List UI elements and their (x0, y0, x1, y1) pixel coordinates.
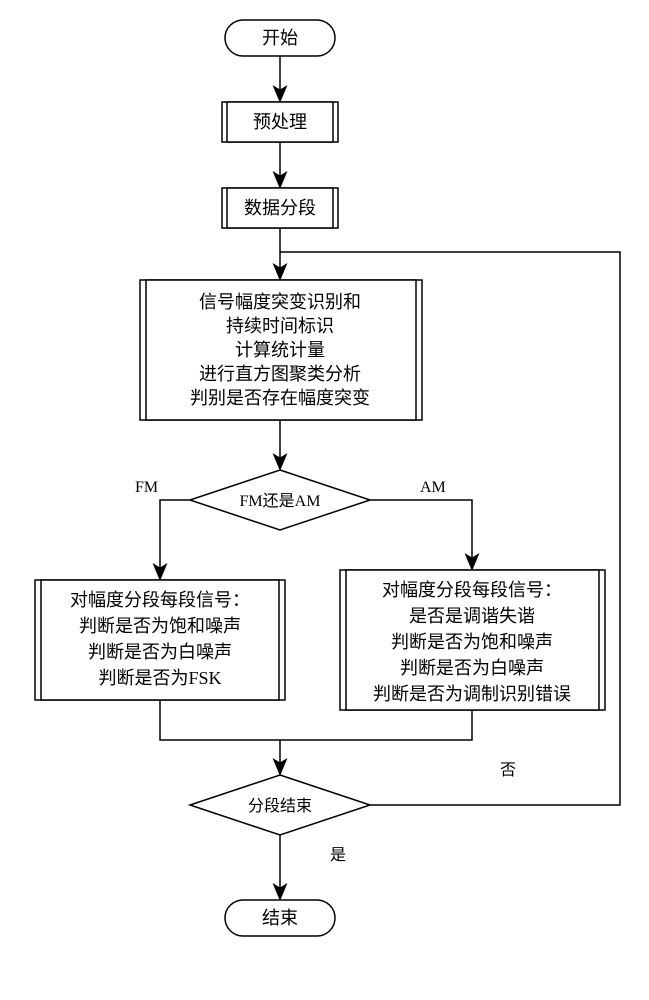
analyze-line3: 进行直方图聚类分析 (199, 364, 361, 384)
am-line2: 判断是否为饱和噪声 (391, 632, 553, 652)
decision-end-node: 分段结束 (190, 775, 370, 835)
start-label: 开始 (262, 28, 298, 48)
am-line4: 判断是否为调制识别错误 (373, 684, 571, 704)
segment-label: 数据分段 (244, 198, 316, 218)
yes-branch-label: 是 (330, 847, 346, 864)
decision-end-label: 分段结束 (248, 797, 312, 815)
analyze-line1: 持续时间标识 (226, 316, 334, 336)
edge-fm-join (160, 700, 280, 740)
prep-label: 预处理 (253, 112, 307, 132)
fm-line1: 判断是否为饱和噪声 (79, 616, 241, 636)
am-line0: 对幅度分段每段信号： (382, 580, 562, 600)
flowchart-canvas: 开始 预处理 数据分段 信号幅度突变识别和 持续时间标识 计算统计量 进行直方图… (0, 0, 649, 1000)
fm-line2: 判断是否为白噪声 (88, 642, 232, 662)
am-node: 对幅度分段每段信号： 是否是调谐失谐 判断是否为饱和噪声 判断是否为白噪声 判断… (340, 570, 605, 710)
prep-node: 预处理 (222, 102, 338, 142)
decision-fm-am-label: FM还是AM (240, 492, 321, 510)
edge-d1-fm (160, 500, 190, 578)
fm-line0: 对幅度分段每段信号： (70, 590, 250, 610)
analyze-line0: 信号幅度突变识别和 (199, 292, 361, 312)
am-branch-label: AM (420, 479, 446, 496)
am-line1: 是否是调谐失谐 (409, 606, 535, 626)
fm-branch-label: FM (135, 479, 158, 496)
end-label: 结束 (262, 908, 298, 928)
edge-d1-am (370, 500, 472, 568)
analyze-line2: 计算统计量 (235, 340, 325, 360)
no-branch-label: 否 (500, 762, 516, 779)
decision-fm-am-node: FM还是AM (190, 470, 370, 530)
am-line3: 判断是否为白噪声 (400, 658, 544, 678)
analyze-line4: 判别是否存在幅度突变 (190, 388, 370, 408)
edge-am-join (280, 710, 472, 740)
fm-node: 对幅度分段每段信号： 判断是否为饱和噪声 判断是否为白噪声 判断是否为FSK (35, 580, 285, 700)
fm-line3: 判断是否为FSK (98, 668, 221, 688)
end-node: 结束 (225, 900, 335, 936)
analyze-node: 信号幅度突变识别和 持续时间标识 计算统计量 进行直方图聚类分析 判别是否存在幅… (140, 280, 422, 420)
segment-node: 数据分段 (222, 188, 338, 228)
start-node: 开始 (225, 20, 335, 56)
